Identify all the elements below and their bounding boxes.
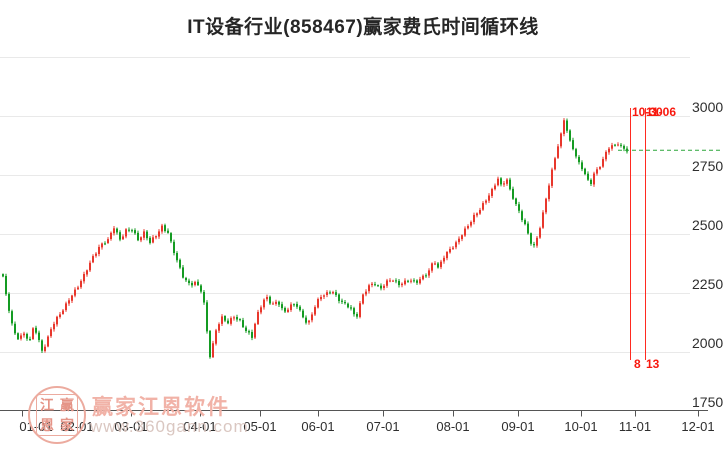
cycle-line-date-label-1: 10-30 (632, 105, 663, 119)
y-axis-label-3000: 3000 (692, 99, 724, 115)
cycle-line-day-label-2: 13 (646, 357, 660, 371)
x-axis-label-08-01: 08-01 (436, 419, 470, 434)
watermark-url-text: www.360gann.com (90, 417, 249, 436)
x-axis-label-05-01: 05-01 (243, 419, 277, 434)
x-axis-label-06-01: 06-01 (301, 419, 335, 434)
logo-char: 江 (40, 397, 54, 413)
x-axis-label-11-01: 11-01 (618, 419, 652, 434)
logo-char: 家 (60, 417, 74, 433)
chart-title: IT设备行业(858467)赢家费氏时间循环线 (187, 17, 539, 38)
watermark-brand-text: 赢家江恩软件 (92, 396, 230, 419)
logo-char: 赢 (60, 397, 74, 413)
x-axis-label-09-01: 09-01 (501, 419, 535, 434)
x-axis-label-03-01: 03-01 (114, 419, 148, 434)
x-axis-label-12-01: 12-01 (681, 419, 715, 434)
y-axis-label-2500: 2500 (692, 217, 724, 233)
x-axis-label-10-01: 10-01 (564, 419, 598, 434)
y-axis-label-1750: 1750 (692, 394, 724, 410)
cycle-line-day-label-1: 8 (634, 357, 641, 371)
cycle-line-date-label-2: 11-06 (646, 105, 677, 119)
y-axis-label-2750: 2750 (692, 158, 724, 174)
y-axis-label-2250: 2250 (692, 276, 724, 292)
logo-seal-characters: 江 赢 恩 家 (36, 394, 78, 436)
winner-gann-logo-icon: 江 赢 恩 家 (28, 386, 86, 444)
logo-char: 恩 (40, 417, 54, 433)
x-axis-label-04-01: 04-01 (183, 419, 217, 434)
y-axis-label-2000: 2000 (692, 335, 724, 351)
x-axis-label-07-01: 07-01 (366, 419, 400, 434)
